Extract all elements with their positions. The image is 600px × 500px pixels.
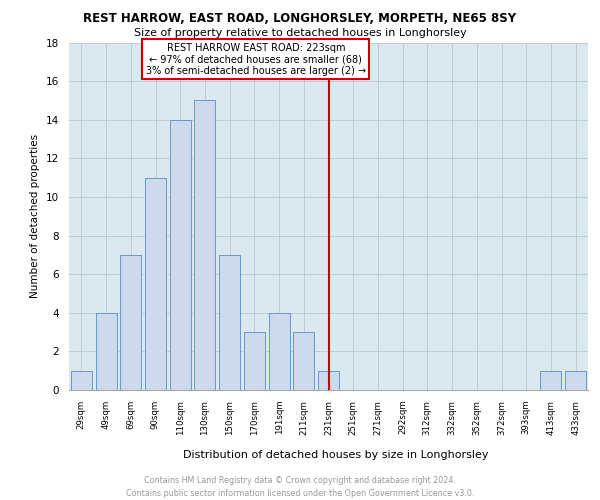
Bar xyxy=(244,332,265,390)
Text: Size of property relative to detached houses in Longhorsley: Size of property relative to detached ho… xyxy=(134,28,466,38)
Text: REST HARROW EAST ROAD: 223sqm
← 97% of detached houses are smaller (68)
3% of se: REST HARROW EAST ROAD: 223sqm ← 97% of d… xyxy=(146,42,366,76)
Text: REST HARROW, EAST ROAD, LONGHORSLEY, MORPETH, NE65 8SY: REST HARROW, EAST ROAD, LONGHORSLEY, MOR… xyxy=(83,12,517,26)
Bar xyxy=(565,370,586,390)
Bar xyxy=(145,178,166,390)
Bar xyxy=(170,120,191,390)
Bar xyxy=(219,255,240,390)
Bar xyxy=(318,370,339,390)
Bar xyxy=(541,370,562,390)
Text: Distribution of detached houses by size in Longhorsley: Distribution of detached houses by size … xyxy=(183,450,489,460)
Y-axis label: Number of detached properties: Number of detached properties xyxy=(31,134,40,298)
Bar xyxy=(71,370,92,390)
Bar xyxy=(120,255,141,390)
Text: Contains HM Land Registry data © Crown copyright and database right 2024.
Contai: Contains HM Land Registry data © Crown c… xyxy=(126,476,474,498)
Bar xyxy=(95,313,116,390)
Bar xyxy=(293,332,314,390)
Bar xyxy=(194,100,215,390)
Bar xyxy=(269,313,290,390)
